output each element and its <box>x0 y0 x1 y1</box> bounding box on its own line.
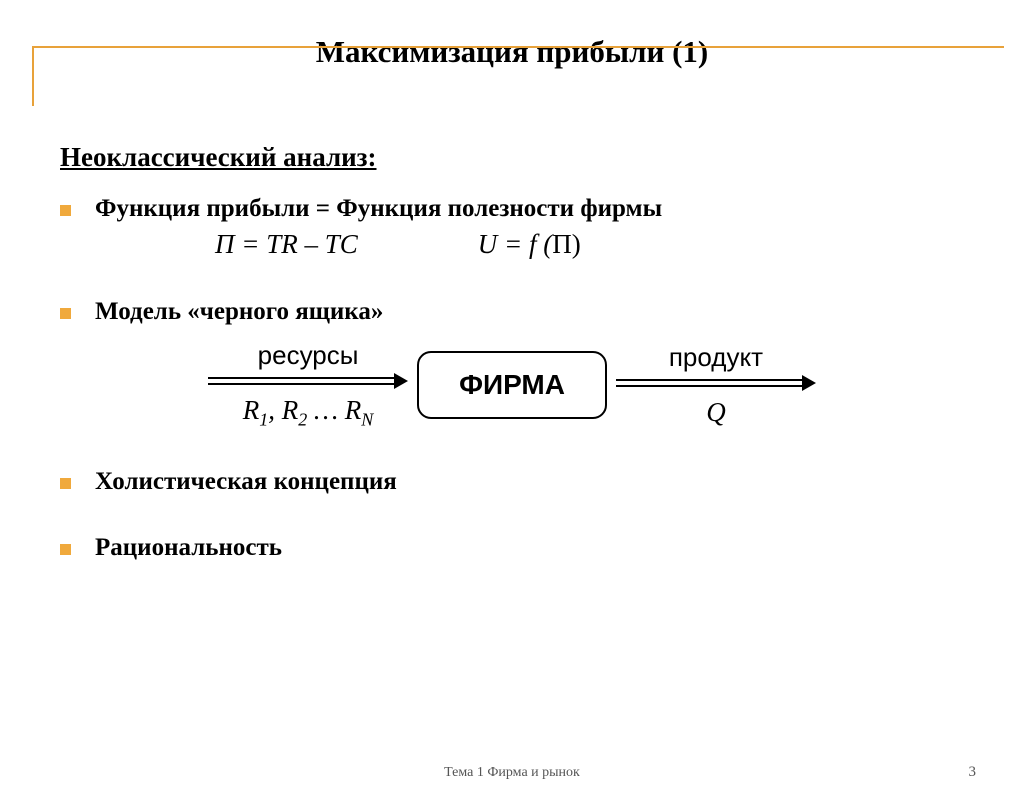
diagram-left-sublabel: R1, R2 … RN <box>243 395 374 430</box>
diagram-right: продукт Q <box>611 342 821 428</box>
diagram-right-sublabel: Q <box>706 397 726 428</box>
bullet-item: Функция прибыли = Функция полезности фир… <box>60 195 964 260</box>
diagram-box: ФИРМА <box>417 351 607 419</box>
bullet-text-3: Холистическая концепция <box>95 468 964 496</box>
arrow-icon <box>616 375 816 391</box>
content-area: Неоклассический анализ: Функция прибыли … <box>0 70 1024 562</box>
frame-left <box>32 46 34 106</box>
bullet-text-4: Рациональность <box>95 534 964 562</box>
bullet-icon <box>60 478 71 489</box>
bullet-icon <box>60 205 71 216</box>
formula-utility: U = f (П) <box>478 229 581 260</box>
frame-top <box>32 46 1004 48</box>
slide-title: Максимизация прибыли (1) <box>0 34 1024 70</box>
arrow-icon <box>208 373 408 389</box>
bullet-icon <box>60 544 71 555</box>
bullet-item: Холистическая концепция <box>60 468 964 496</box>
bullet-text-1: Функция прибыли = Функция полезности фир… <box>95 195 964 223</box>
formula-row: П = TR – TC U = f (П) <box>95 229 964 260</box>
footer-text: Тема 1 Фирма и рынок <box>0 765 1024 781</box>
blackbox-diagram: ресурсы R1, R2 … RN ФИРМА продукт Q <box>60 340 964 430</box>
bullet-text-2: Модель «черного ящика» <box>95 298 964 326</box>
diagram-right-label: продукт <box>669 342 763 373</box>
bullet-icon <box>60 308 71 319</box>
section-subhead: Неоклассический анализ: <box>60 142 964 173</box>
bullet-item: Рациональность <box>60 534 964 562</box>
diagram-left: ресурсы R1, R2 … RN <box>203 340 413 430</box>
bullet-item: Модель «черного ящика» <box>60 298 964 326</box>
diagram-left-label: ресурсы <box>258 340 359 371</box>
formula-profit: П = TR – TC <box>215 229 358 260</box>
